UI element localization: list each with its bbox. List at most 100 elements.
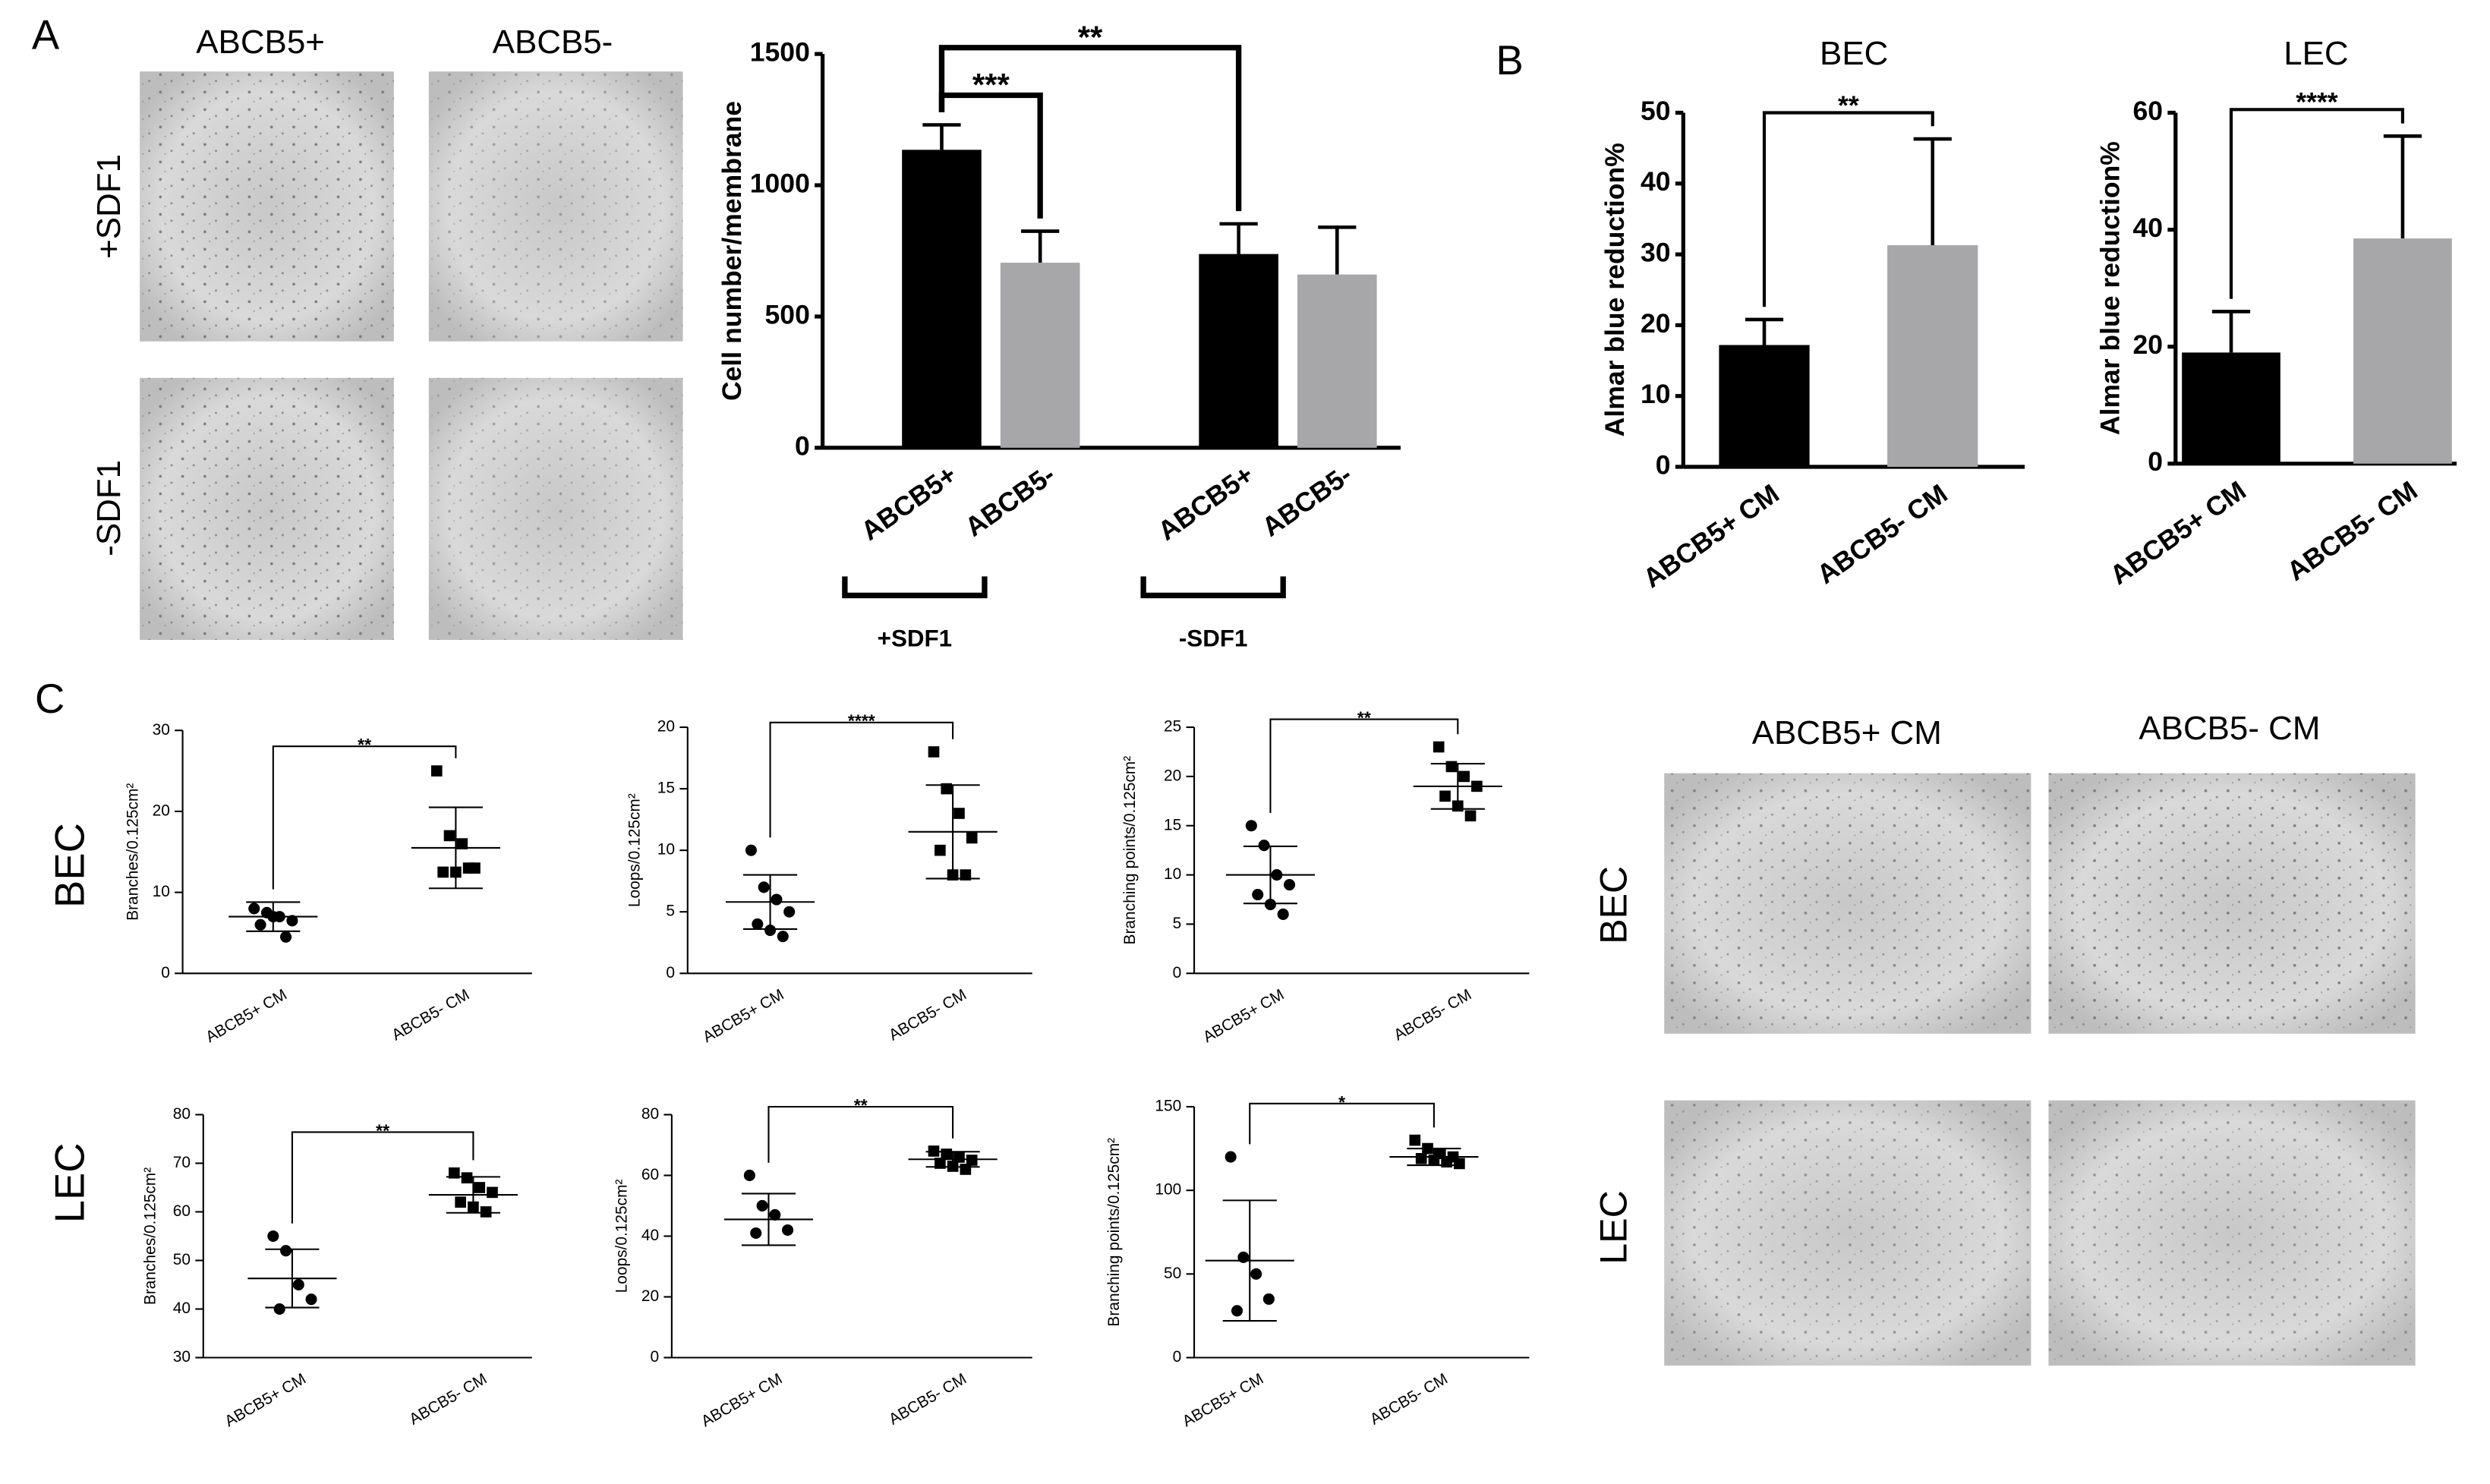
- point: [782, 1224, 794, 1236]
- y-tick-label: 20: [153, 802, 170, 819]
- significance-label: ****: [848, 711, 875, 731]
- bar: [1719, 345, 1810, 467]
- bar: [1000, 263, 1080, 448]
- significance-bracket: [769, 721, 954, 838]
- y-axis-label: Branches/0.125cm²: [141, 1167, 159, 1305]
- point: [1433, 741, 1445, 753]
- y-tick-label: 20: [1641, 308, 1671, 339]
- point: [1262, 1293, 1275, 1305]
- image-column-label: ABCB5+ CM: [1752, 714, 1942, 751]
- significance-bracket: [1762, 111, 1934, 307]
- image-column-label: ABCB5- CM: [2139, 710, 2320, 747]
- bar: [1199, 254, 1278, 448]
- y-tick-label: 100: [1155, 1181, 1181, 1199]
- point: [267, 1230, 279, 1242]
- micrograph-texture: [1664, 1100, 2031, 1366]
- micrograph-texture: [140, 71, 394, 342]
- point: [1464, 810, 1477, 822]
- point: [1250, 1268, 1262, 1280]
- y-tick-label: 30: [173, 1348, 191, 1366]
- significance-label: **: [854, 1095, 868, 1115]
- significance-label: **: [1357, 708, 1371, 728]
- point: [292, 1278, 304, 1291]
- point: [455, 1196, 466, 1208]
- y-axis-label: Branching points/0.125cm²: [1105, 1138, 1123, 1327]
- image-column-label: ABCB5-: [493, 24, 613, 61]
- x-tick-label: ABCB5+ CM: [222, 1370, 309, 1430]
- y-tick-label: 20: [2133, 329, 2164, 360]
- point: [480, 1206, 492, 1218]
- x-tick-label: ABCB5- CM: [1391, 986, 1474, 1044]
- point: [461, 1172, 473, 1183]
- image-row-label: +SDF1: [90, 154, 128, 259]
- point: [1445, 761, 1458, 773]
- y-tick-label: 15: [657, 780, 675, 797]
- y-axis-label: Loops/0.125cm²: [613, 1179, 631, 1293]
- y-tick-label: 10: [153, 883, 170, 900]
- x-tick-label: ABCB5+ CM: [700, 986, 787, 1046]
- row-label: BEC: [47, 823, 93, 908]
- point: [745, 844, 757, 856]
- x-tick-label: ABCB5- CM: [886, 1370, 969, 1429]
- point: [1258, 840, 1270, 852]
- point: [743, 1169, 755, 1181]
- point: [758, 881, 770, 893]
- point: [1439, 790, 1451, 802]
- y-tick-label: 20: [657, 718, 675, 736]
- panel-label: B: [1496, 37, 1524, 83]
- point: [777, 931, 789, 943]
- significance-label: **: [358, 735, 371, 755]
- y-tick-label: 0: [650, 1348, 659, 1366]
- micrographs: [140, 71, 2416, 1366]
- point: [456, 838, 468, 849]
- y-tick-label: 10: [1164, 865, 1181, 883]
- x-tick-label: ABCB5- CM: [886, 986, 969, 1044]
- point: [1409, 1134, 1421, 1146]
- y-tick-label: 1500: [750, 37, 810, 68]
- point: [1231, 1305, 1243, 1317]
- y-tick-label: 10: [657, 841, 675, 859]
- y-tick-label: 5: [666, 903, 675, 920]
- y-tick-label: 15: [1164, 816, 1181, 833]
- significance-label: **: [376, 1120, 389, 1140]
- chart-title: BEC: [1820, 35, 1888, 72]
- point: [1225, 1151, 1237, 1163]
- image-row-label: LEC: [1593, 1190, 1635, 1265]
- y-tick-label: 60: [2133, 96, 2164, 126]
- x-tick-label: ABCB5- CM: [1367, 1370, 1451, 1429]
- point: [305, 1293, 317, 1306]
- significance-bracket: [767, 1105, 954, 1163]
- point: [430, 765, 443, 777]
- micrograph-texture: [2048, 773, 2416, 1034]
- x-tick-label: ABCB5+ CM: [203, 986, 290, 1046]
- x-tick-label: ABCB5+ CM: [1180, 1370, 1267, 1430]
- point: [280, 1245, 292, 1257]
- point: [966, 1155, 978, 1166]
- point: [941, 783, 953, 795]
- x-tick-label: ABCB5- CM: [2281, 475, 2422, 587]
- bar: [2353, 238, 2452, 464]
- y-tick-label: 500: [765, 299, 810, 329]
- y-tick-label: 40: [173, 1300, 191, 1317]
- significance-bracket: [938, 45, 1242, 212]
- significance-label: **: [1838, 90, 1859, 121]
- point: [750, 1227, 762, 1239]
- y-tick-label: 150: [1155, 1098, 1181, 1115]
- image-row-label: -SDF1: [90, 460, 128, 556]
- point: [966, 832, 978, 844]
- y-axis-label: Almar blue reduction%: [1600, 143, 1630, 436]
- significance-bracket: [938, 92, 1043, 219]
- point: [752, 918, 764, 930]
- point: [273, 1303, 285, 1315]
- x-tick-label: ABCB5+: [1152, 459, 1259, 547]
- micrograph-texture: [428, 71, 683, 342]
- point: [1277, 908, 1289, 920]
- bar: [2182, 352, 2280, 464]
- significance-bracket: [291, 1131, 474, 1224]
- point: [248, 903, 260, 915]
- y-tick-label: 50: [173, 1251, 191, 1268]
- y-axis-label: Almar blue reduction%: [2095, 141, 2126, 435]
- point: [771, 893, 783, 906]
